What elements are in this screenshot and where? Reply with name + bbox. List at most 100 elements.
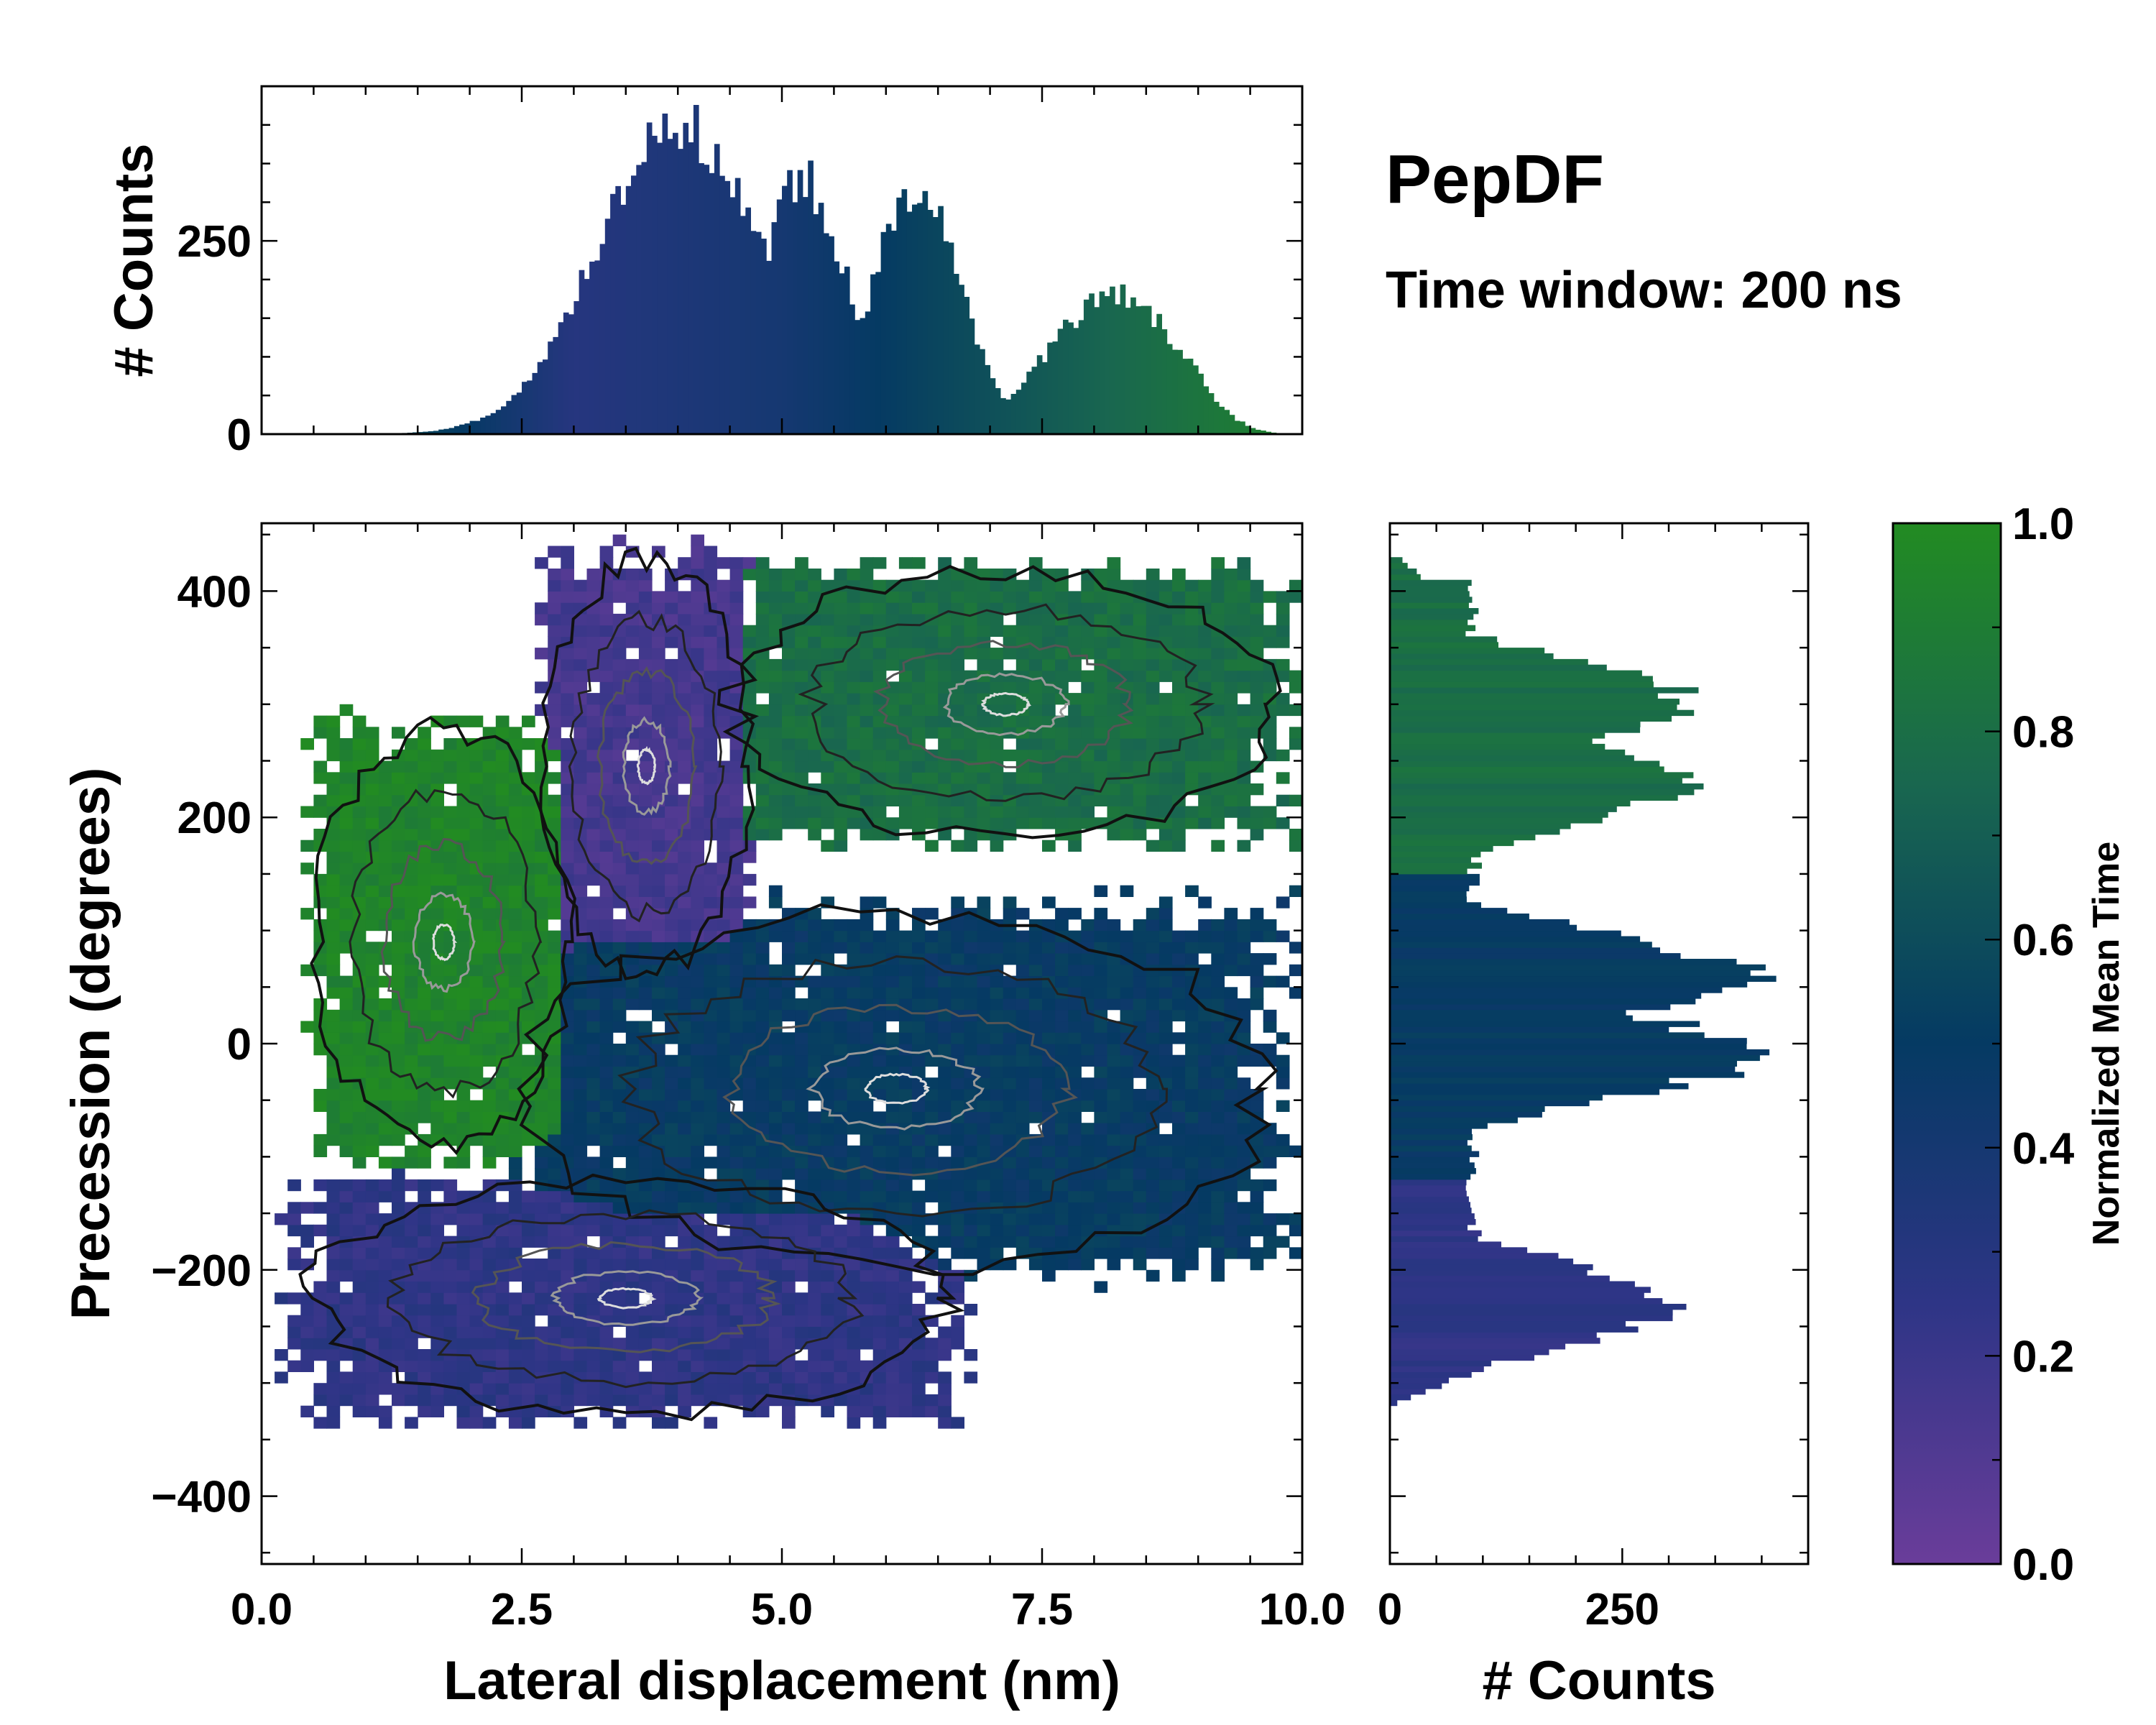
heatmap-cell bbox=[392, 1168, 405, 1180]
heatmap-cell bbox=[548, 693, 561, 705]
heatmap-cell bbox=[392, 1179, 405, 1192]
heatmap-cell bbox=[847, 636, 861, 648]
heatmap-cell bbox=[665, 1281, 678, 1293]
top-histogram-bar bbox=[734, 178, 741, 434]
heatmap-cell bbox=[768, 1326, 783, 1338]
heatmap-cell bbox=[599, 1349, 614, 1361]
heatmap-cell bbox=[430, 1009, 444, 1022]
heatmap-cell bbox=[1094, 1032, 1108, 1044]
heatmap-cell bbox=[964, 1247, 978, 1259]
heatmap-cell bbox=[326, 749, 341, 762]
heatmap-cell bbox=[795, 1133, 808, 1146]
heatmap-cell bbox=[1055, 591, 1069, 603]
heatmap-cell bbox=[782, 715, 796, 727]
heatmap-cell bbox=[405, 817, 418, 829]
heatmap-cell bbox=[795, 1292, 808, 1305]
heatmap-cell bbox=[768, 1338, 783, 1350]
heatmap-cell bbox=[872, 1247, 887, 1259]
heatmap-cell bbox=[1172, 817, 1186, 829]
heatmap-cell bbox=[768, 1190, 783, 1202]
heatmap-cell bbox=[704, 625, 718, 637]
heatmap-cell bbox=[742, 1100, 757, 1112]
heatmap-cell bbox=[586, 1100, 601, 1112]
heatmap-cell bbox=[1185, 1032, 1199, 1044]
heatmap-cell bbox=[834, 1371, 848, 1384]
heatmap-cell bbox=[1120, 1168, 1134, 1180]
heatmap-cell bbox=[1120, 738, 1134, 750]
heatmap-cell bbox=[834, 1123, 848, 1135]
heatmap-cell bbox=[586, 772, 601, 784]
heatmap-cell bbox=[1172, 715, 1186, 727]
heatmap-cell bbox=[339, 840, 354, 852]
heatmap-cell bbox=[1133, 749, 1147, 762]
heatmap-cell bbox=[834, 975, 848, 988]
heatmap-cell bbox=[1224, 613, 1238, 626]
heatmap-cell bbox=[652, 1054, 665, 1067]
heatmap-cell bbox=[508, 1269, 522, 1282]
heatmap-cell bbox=[1003, 749, 1017, 762]
heatmap-cell bbox=[1224, 953, 1238, 965]
heatmap-cell bbox=[742, 625, 757, 637]
heatmap-cell bbox=[717, 557, 731, 569]
heatmap-cell bbox=[561, 1236, 574, 1248]
heatmap-cell bbox=[742, 1133, 757, 1146]
heatmap-cell bbox=[508, 987, 522, 999]
heatmap-cell bbox=[860, 1054, 874, 1067]
heatmap-cell bbox=[1094, 1247, 1108, 1259]
heatmap-cell bbox=[1172, 670, 1186, 682]
heatmap-cell bbox=[898, 1315, 913, 1327]
heatmap-cell bbox=[1250, 975, 1264, 988]
heatmap-cell bbox=[782, 1100, 796, 1112]
top-histogram-bar bbox=[568, 314, 574, 434]
heatmap-cell bbox=[1172, 704, 1186, 717]
heatmap-cell bbox=[405, 1304, 418, 1316]
heatmap-cell bbox=[742, 1247, 757, 1259]
heatmap-cell bbox=[392, 862, 405, 875]
right-histogram-bar bbox=[1390, 1281, 1635, 1287]
heatmap-cell bbox=[847, 772, 861, 784]
heatmap-cell bbox=[392, 783, 405, 796]
heatmap-cell bbox=[951, 1417, 964, 1429]
heatmap-cell bbox=[1015, 1032, 1030, 1044]
heatmap-cell bbox=[795, 715, 808, 727]
heatmap-cell bbox=[522, 942, 535, 954]
heatmap-cell bbox=[665, 613, 678, 626]
heatmap-cell bbox=[898, 1326, 913, 1338]
heatmap-cell bbox=[1158, 783, 1173, 796]
heatmap-cell bbox=[834, 681, 848, 694]
heatmap-cell bbox=[717, 1100, 731, 1112]
heatmap-cell bbox=[1263, 975, 1277, 988]
heatmap-cell bbox=[652, 1100, 665, 1112]
heatmap-cell bbox=[925, 1338, 939, 1350]
heatmap-cell bbox=[678, 1032, 691, 1044]
heatmap-cell bbox=[755, 1021, 770, 1033]
heatmap-cell bbox=[665, 975, 678, 988]
heatmap-cell bbox=[678, 851, 691, 863]
heatmap-cell bbox=[443, 1292, 458, 1305]
heatmap-cell bbox=[482, 1417, 497, 1429]
right-histogram-bar bbox=[1390, 1269, 1588, 1276]
heatmap-cell bbox=[990, 1213, 1004, 1225]
heatmap-cell bbox=[495, 1145, 510, 1157]
top-y-tick-label: 0 bbox=[227, 410, 252, 460]
heatmap-cell bbox=[326, 1247, 341, 1259]
heatmap-cell bbox=[418, 1054, 431, 1067]
heatmap-cell bbox=[1263, 1009, 1277, 1022]
top-histogram-bar bbox=[1021, 382, 1027, 434]
heatmap-cell bbox=[612, 794, 627, 806]
heatmap-cell bbox=[612, 1123, 627, 1135]
heatmap-cell bbox=[522, 1349, 535, 1361]
heatmap-cell bbox=[392, 1394, 405, 1407]
top-histogram-bar bbox=[709, 172, 715, 435]
heatmap-cell bbox=[1094, 648, 1108, 660]
heatmap-cell bbox=[469, 1360, 484, 1372]
heatmap-cell bbox=[795, 1269, 808, 1282]
heatmap-cell bbox=[977, 749, 991, 762]
heatmap-cell bbox=[665, 727, 678, 739]
heatmap-cell bbox=[287, 1315, 301, 1327]
heatmap-cell bbox=[1211, 1100, 1225, 1112]
heatmap-cell bbox=[691, 783, 704, 796]
right-histogram-bar bbox=[1390, 1349, 1549, 1356]
top-histogram-bar bbox=[1146, 305, 1152, 434]
heatmap-cell bbox=[782, 794, 796, 806]
